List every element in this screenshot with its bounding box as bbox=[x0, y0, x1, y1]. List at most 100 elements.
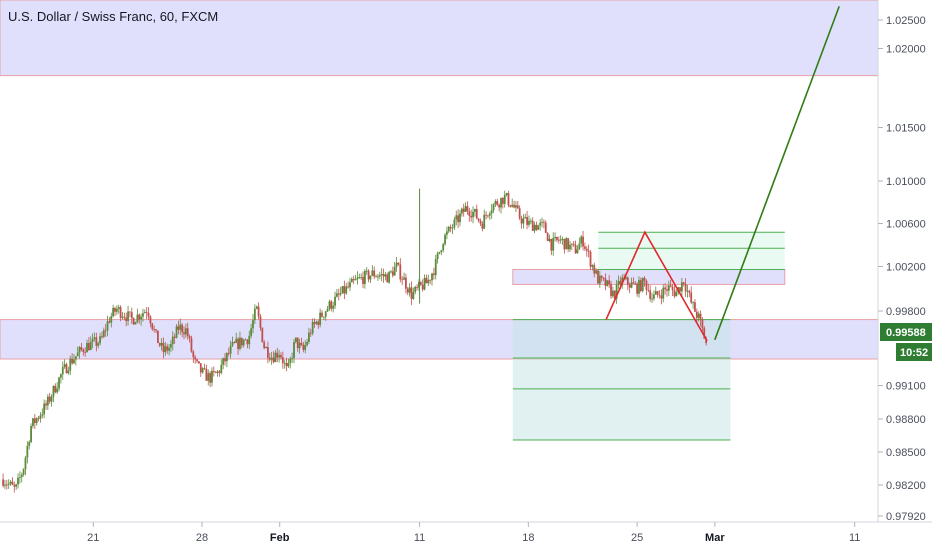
candle-body bbox=[198, 361, 200, 364]
candle-body bbox=[503, 194, 506, 204]
candle-body bbox=[207, 373, 210, 381]
candle-body bbox=[449, 226, 452, 229]
candle-body bbox=[494, 201, 497, 205]
candle-body bbox=[143, 312, 146, 314]
candle-body bbox=[479, 220, 482, 224]
candle-body bbox=[483, 214, 486, 229]
candle-body bbox=[694, 302, 696, 312]
price-axis[interactable]: 1.02500 1.02000 1.01500 1.01000 1.00600 1.002… bbox=[878, 15, 926, 523]
candle-body bbox=[626, 277, 629, 285]
candle-body bbox=[537, 225, 540, 230]
candle-body bbox=[349, 282, 351, 288]
candle-body bbox=[539, 222, 542, 226]
time-axis[interactable]: 21 28 Feb 11 18 25 Mar 11 bbox=[87, 522, 860, 544]
chart-title: U.S. Dollar / Swiss Franc, 60, FXCM bbox=[8, 9, 218, 24]
candle-body bbox=[403, 277, 405, 280]
candle-body bbox=[451, 227, 454, 229]
candle-body bbox=[664, 287, 667, 290]
candle-body bbox=[125, 317, 128, 321]
candle-body bbox=[270, 357, 273, 360]
candle-body bbox=[548, 238, 551, 241]
candle-body bbox=[559, 239, 562, 241]
candle-body bbox=[41, 414, 44, 416]
candle-body bbox=[554, 236, 556, 238]
candle-body bbox=[488, 213, 491, 216]
candle-body bbox=[690, 292, 693, 303]
projection-down-path[interactable] bbox=[605, 230, 708, 342]
candle-body bbox=[649, 290, 652, 300]
candle-body bbox=[615, 284, 618, 299]
time-tick-label: 18 bbox=[522, 532, 534, 544]
candle-body bbox=[134, 322, 137, 325]
candle-body bbox=[337, 293, 340, 295]
candle-body bbox=[535, 224, 538, 230]
projection-up-path[interactable] bbox=[714, 6, 840, 341]
candles-layer bbox=[2, 188, 708, 493]
candle-body bbox=[393, 266, 396, 276]
candle-body bbox=[127, 311, 129, 321]
candle-body bbox=[153, 329, 156, 330]
candle-body bbox=[550, 238, 553, 251]
candle-body bbox=[682, 282, 685, 284]
candle-body bbox=[268, 357, 271, 360]
candle-body bbox=[591, 265, 594, 267]
candle-body bbox=[442, 244, 445, 251]
candle-body bbox=[641, 277, 644, 292]
candle-body bbox=[490, 210, 493, 214]
last-price-value: 0.99588 bbox=[886, 327, 926, 339]
candle-body bbox=[446, 231, 448, 235]
candle-body bbox=[123, 316, 126, 318]
candle-body bbox=[52, 385, 55, 397]
candle-body bbox=[339, 293, 342, 295]
candle-body bbox=[173, 336, 176, 338]
candle-body bbox=[444, 234, 446, 245]
candle-body bbox=[621, 277, 624, 285]
candle-body bbox=[365, 270, 368, 272]
lower-stop-box[interactable] bbox=[512, 319, 731, 440]
candle-body bbox=[84, 352, 87, 353]
candle-body bbox=[294, 337, 297, 342]
candle-body bbox=[20, 474, 23, 478]
candle-body bbox=[438, 251, 441, 254]
candle-body bbox=[636, 283, 639, 294]
candle-body bbox=[513, 204, 515, 208]
price-tick-label: 0.99100 bbox=[886, 381, 926, 393]
candle-body bbox=[578, 243, 581, 250]
candle-body bbox=[354, 279, 357, 281]
candle-body bbox=[278, 355, 280, 358]
candle-body bbox=[246, 339, 249, 345]
candle-body bbox=[686, 290, 689, 292]
candle-body bbox=[205, 368, 208, 381]
candle-body bbox=[500, 197, 502, 208]
candle-body bbox=[313, 322, 316, 324]
mid-zone[interactable] bbox=[512, 269, 786, 285]
candle-body bbox=[220, 364, 223, 373]
candle-body bbox=[80, 347, 83, 350]
candle-body bbox=[9, 481, 12, 484]
candle-body bbox=[289, 358, 292, 364]
candle-body bbox=[658, 294, 661, 296]
candle-body bbox=[377, 276, 379, 278]
candle-body bbox=[477, 218, 480, 221]
candle-body bbox=[32, 418, 34, 427]
resistance-zone-top[interactable] bbox=[0, 0, 879, 77]
candle-body bbox=[151, 323, 154, 330]
candle-body bbox=[274, 352, 277, 363]
candle-body bbox=[375, 276, 377, 278]
candle-body bbox=[406, 288, 409, 293]
candle-body bbox=[170, 344, 172, 348]
candle-body bbox=[695, 311, 698, 318]
upper-target-box[interactable] bbox=[598, 232, 785, 270]
candle-body bbox=[367, 270, 370, 280]
support-zone-main[interactable] bbox=[0, 319, 879, 360]
candle-body bbox=[453, 219, 456, 228]
candle-body bbox=[423, 277, 426, 290]
candle-body bbox=[121, 316, 124, 318]
candle-body bbox=[110, 316, 113, 323]
candle-body bbox=[334, 296, 336, 306]
candle-body bbox=[18, 477, 21, 478]
candle-body bbox=[705, 338, 708, 344]
candle-body bbox=[11, 481, 14, 485]
